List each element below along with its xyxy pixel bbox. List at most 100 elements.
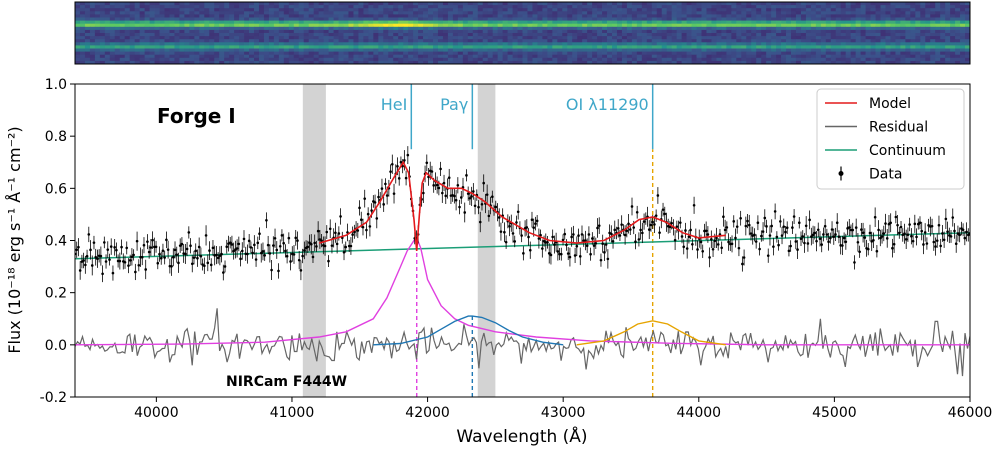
strip-pixel bbox=[413, 54, 419, 59]
strip-pixel bbox=[214, 17, 220, 21]
strip-pixel bbox=[547, 60, 553, 65]
strip-pixel bbox=[109, 57, 116, 62]
strip-pixel bbox=[487, 17, 494, 21]
strip-pixel bbox=[169, 36, 175, 40]
data-point bbox=[891, 246, 894, 250]
strip-pixel bbox=[189, 11, 195, 15]
strip-pixel bbox=[756, 14, 762, 18]
data-point bbox=[422, 191, 425, 195]
strip-pixel bbox=[258, 2, 265, 6]
strip-pixel bbox=[497, 5, 504, 9]
data-point bbox=[627, 222, 630, 226]
strip-pixel bbox=[189, 51, 195, 56]
strip-pixel bbox=[631, 42, 638, 46]
strip-pixel bbox=[905, 39, 911, 43]
strip-pixel bbox=[398, 33, 404, 37]
data-point bbox=[808, 218, 811, 222]
strip-pixel bbox=[641, 33, 648, 37]
strip-pixel bbox=[567, 26, 573, 31]
strip-pixel bbox=[726, 57, 732, 62]
strip-pixel bbox=[522, 26, 528, 31]
y-axis-label: Flux (10⁻¹⁸ erg s⁻¹ Å⁻¹ cm⁻²) bbox=[5, 126, 24, 353]
strip-pixel bbox=[333, 17, 339, 21]
strip-pixel bbox=[398, 5, 404, 9]
strip-pixel bbox=[701, 51, 707, 56]
strip-pixel bbox=[393, 17, 399, 21]
strip-pixel bbox=[388, 36, 394, 40]
strip-pixel bbox=[433, 45, 439, 49]
strip-pixel bbox=[229, 29, 235, 34]
strip-pixel bbox=[532, 14, 538, 18]
strip-pixel bbox=[184, 29, 190, 34]
strip-pixel bbox=[641, 42, 648, 46]
strip-pixel bbox=[457, 42, 464, 46]
strip-pixel bbox=[960, 11, 966, 15]
strip-pixel bbox=[273, 29, 280, 34]
strip-pixel bbox=[482, 29, 489, 34]
data-point bbox=[87, 233, 91, 236]
strip-pixel bbox=[437, 8, 444, 12]
strip-pixel bbox=[99, 48, 106, 52]
strip-pixel bbox=[363, 45, 369, 49]
data-point bbox=[613, 228, 617, 232]
strip-pixel bbox=[293, 29, 300, 34]
strip-pixel bbox=[154, 42, 160, 46]
strip-pixel bbox=[119, 20, 126, 25]
strip-pixel bbox=[711, 29, 717, 34]
strip-pixel bbox=[308, 54, 315, 59]
strip-pixel bbox=[194, 33, 200, 37]
strip-pixel bbox=[676, 5, 683, 9]
strip-pixel bbox=[865, 23, 871, 28]
strip-pixel bbox=[298, 11, 305, 15]
strip-pixel bbox=[343, 57, 349, 62]
strip-pixel bbox=[457, 14, 464, 18]
strip-pixel bbox=[109, 45, 116, 49]
data-point bbox=[785, 226, 789, 230]
data-point bbox=[651, 220, 654, 224]
strip-pixel bbox=[423, 42, 429, 46]
strip-pixel bbox=[268, 2, 275, 6]
strip-pixel bbox=[840, 26, 847, 31]
data-point bbox=[185, 247, 189, 251]
data-point bbox=[899, 225, 903, 229]
strip-pixel bbox=[244, 51, 250, 56]
strip-pixel bbox=[577, 20, 583, 25]
strip-pixel bbox=[835, 26, 842, 31]
strip-pixel bbox=[293, 17, 300, 21]
strip-pixel bbox=[512, 11, 518, 15]
strip-pixel bbox=[567, 20, 573, 25]
strip-pixel bbox=[910, 57, 916, 62]
strip-pixel bbox=[373, 42, 379, 46]
strip-pixel bbox=[119, 45, 126, 49]
strip-pixel bbox=[263, 23, 270, 28]
strip-pixel bbox=[855, 39, 862, 43]
strip-pixel bbox=[413, 2, 419, 6]
strip-pixel bbox=[378, 14, 384, 18]
strip-pixel bbox=[204, 23, 210, 28]
strip-pixel bbox=[776, 23, 782, 28]
strip-pixel bbox=[557, 29, 563, 34]
strip-pixel bbox=[84, 51, 91, 56]
strip-pixel bbox=[950, 51, 956, 56]
strip-pixel bbox=[646, 17, 653, 21]
strip-pixel bbox=[433, 8, 439, 12]
strip-pixel bbox=[487, 36, 494, 40]
data-point bbox=[363, 197, 367, 200]
strip-pixel bbox=[437, 54, 444, 59]
strip-pixel bbox=[219, 33, 225, 37]
strip-pixel bbox=[333, 29, 339, 34]
2d-spectrum-frame bbox=[74, 1, 971, 65]
strip-pixel bbox=[472, 48, 479, 52]
strip-pixel bbox=[75, 29, 81, 34]
strip-pixel bbox=[855, 45, 862, 49]
strip-pixel bbox=[149, 39, 155, 43]
data-point bbox=[425, 161, 429, 165]
strip-pixel bbox=[398, 29, 404, 34]
strip-pixel bbox=[452, 48, 459, 52]
strip-pixel bbox=[204, 11, 210, 15]
strip-pixel bbox=[527, 23, 533, 28]
strip-pixel bbox=[283, 51, 290, 56]
strip-pixel bbox=[403, 36, 409, 40]
strip-pixel bbox=[258, 14, 265, 18]
strip-pixel bbox=[249, 33, 255, 37]
